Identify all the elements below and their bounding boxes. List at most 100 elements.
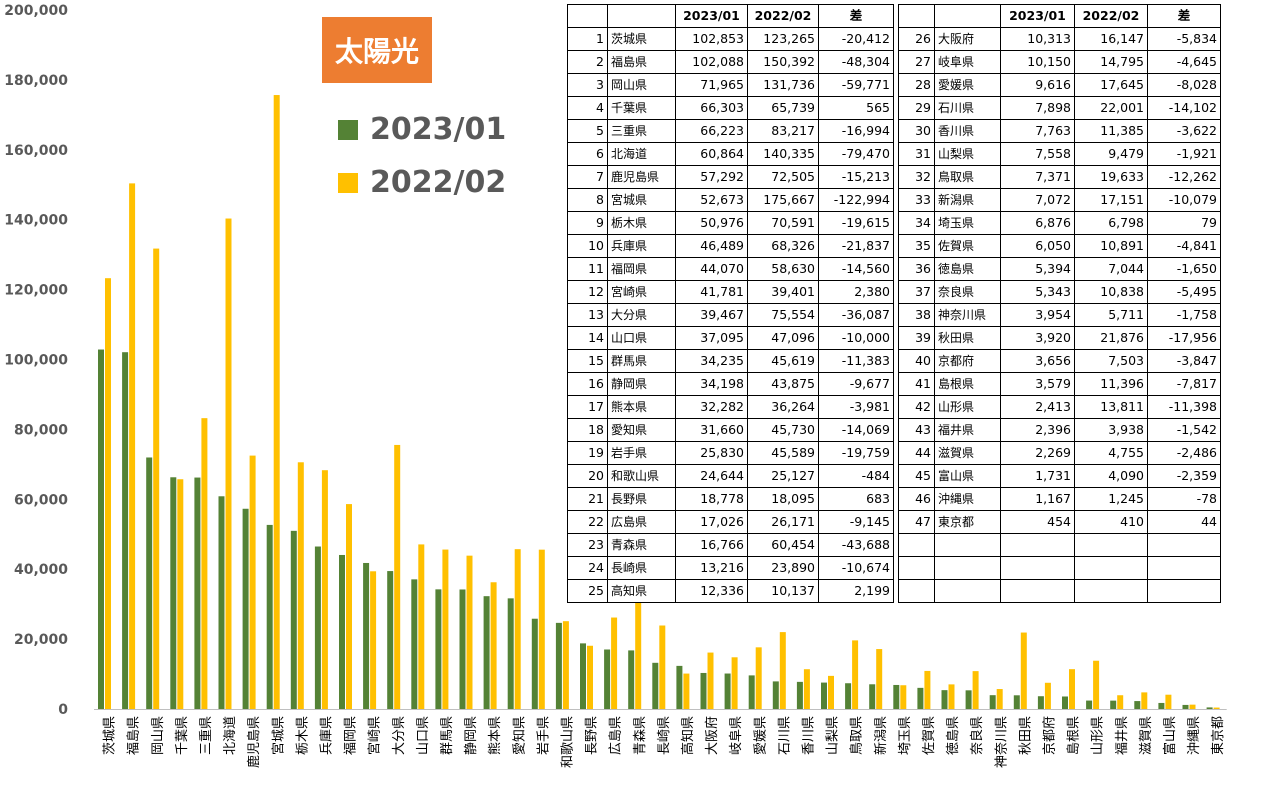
bar-2022-02	[129, 183, 136, 710]
prefecture-cell: 和歌山県	[607, 464, 676, 488]
value-2022-02-cell: 22,001	[1074, 96, 1148, 120]
x-tick-label: 栃木県	[295, 716, 310, 755]
table-row	[898, 533, 1221, 557]
diff-cell: -2,486	[1147, 441, 1221, 465]
value-2023-01-cell: 18,778	[675, 487, 748, 511]
prefecture-cell: 長崎県	[607, 556, 676, 580]
rank-cell: 36	[898, 257, 935, 281]
x-tick-label: 和歌山県	[560, 716, 575, 768]
value-2023-01-cell: 16,766	[675, 533, 748, 557]
diff-cell	[1147, 533, 1221, 557]
table-row: 7 鹿児島県 57,292 72,505 -15,213	[567, 165, 894, 189]
diff-cell: -14,560	[818, 257, 894, 281]
chart-title: 太陽光	[322, 17, 432, 83]
value-2023-01-cell: 7,371	[1000, 165, 1075, 189]
legend-item-2023-01: 2023/01	[338, 112, 506, 147]
bar-2023-01	[363, 562, 370, 709]
x-tick-label: 福井県	[1115, 716, 1130, 755]
bar-2022-02	[852, 640, 859, 709]
value-2022-02-cell: 25,127	[747, 464, 819, 488]
bar-2023-01	[194, 477, 201, 709]
x-tick-label: 千葉県	[175, 716, 190, 755]
value-2023-01-cell: 50,976	[675, 211, 748, 235]
bar-2022-02	[587, 645, 593, 709]
legend-swatch-2023-01	[338, 119, 358, 140]
bar-2023-01	[1062, 696, 1068, 709]
value-2022-02-cell: 410	[1074, 510, 1148, 534]
bar-2022-02	[273, 95, 280, 710]
data-table-left: 2023/01 2022/02 差 1 茨城県 102,853 123,265 -20,412…	[567, 4, 894, 603]
value-2023-01-cell: 17,026	[675, 510, 748, 534]
value-2022-02-cell: 4,090	[1074, 464, 1148, 488]
diff-cell: 44	[1147, 510, 1221, 534]
table-row: 12 宮崎県 41,781 39,401 2,380	[567, 280, 894, 304]
prefecture-cell: 岡山県	[607, 73, 676, 97]
diff-cell: -5,834	[1147, 27, 1221, 51]
prefecture-cell: 新潟県	[934, 188, 1001, 212]
x-tick-label: 鹿児島県	[246, 716, 262, 768]
value-2023-01-cell: 52,673	[675, 188, 748, 212]
x-tick-label: 島根県	[1067, 716, 1082, 755]
value-2022-02-cell: 75,554	[747, 303, 819, 327]
bar-2022-02	[731, 657, 738, 709]
bar-2023-01	[1134, 701, 1141, 709]
bar-2023-01	[218, 496, 225, 709]
prefecture-cell: 沖縄県	[934, 487, 1001, 511]
prefecture-cell: 島根県	[934, 372, 1001, 396]
prefecture-cell: 徳島県	[934, 257, 1001, 281]
y-tick-label: 100,000	[4, 353, 68, 369]
table-row: 30 香川県 7,763 11,385 -3,622	[898, 119, 1221, 143]
x-tick-label: 東京都	[1210, 716, 1226, 755]
x-tick-label: 滋賀県	[1139, 716, 1154, 755]
rank-cell	[898, 556, 935, 580]
bar-2023-01	[628, 650, 635, 709]
value-2023-01-cell: 1,167	[1000, 487, 1075, 511]
x-axis: 茨城県 福島県 岡山県 千葉県 三重県 北海道 鹿児島県 宮城県 栃木県 兵庫県 福岡県 宮崎県 大分県…	[103, 716, 1227, 768]
bar-2023-01	[917, 687, 924, 709]
table-row: 18 愛知県 31,660 45,730 -14,069	[567, 418, 894, 442]
rank-cell: 10	[567, 234, 608, 258]
diff-cell: -2,359	[1147, 464, 1221, 488]
value-2022-02-cell: 83,217	[747, 119, 819, 143]
prefecture-cell: 北海道	[607, 142, 676, 166]
diff-cell: -19,759	[818, 441, 894, 465]
table-header-cell: 差	[818, 4, 894, 28]
value-2023-01-cell: 57,292	[675, 165, 748, 189]
legend-label-2022-02: 2022/02	[370, 165, 507, 200]
bar-2023-01	[1158, 702, 1165, 709]
value-2023-01-cell: 7,558	[1000, 142, 1075, 166]
diff-cell: -43,688	[818, 533, 894, 557]
bar-2022-02	[201, 418, 208, 709]
bar-2023-01	[1037, 696, 1044, 709]
legend-item-2022-02: 2022/02	[338, 165, 506, 200]
x-tick-label: 高知県	[680, 716, 696, 755]
bar-2022-02	[370, 571, 377, 709]
bar-2022-02	[466, 555, 473, 709]
value-2023-01-cell: 34,198	[675, 372, 748, 396]
x-tick-label: 青森県	[633, 716, 648, 755]
rank-cell: 7	[567, 165, 608, 189]
table-row: 42 山形県 2,413 13,811 -11,398	[898, 395, 1221, 419]
rank-cell: 43	[898, 418, 935, 442]
prefecture-cell: 三重県	[607, 119, 676, 143]
bar-2023-01	[459, 589, 466, 709]
value-2023-01-cell: 3,954	[1000, 303, 1075, 327]
bar-2023-01	[314, 546, 321, 709]
rank-cell: 45	[898, 464, 935, 488]
bar-2022-02	[153, 248, 160, 709]
y-tick-label: 180,000	[4, 73, 68, 89]
bar-2023-01	[869, 684, 876, 709]
bar-2022-02	[346, 504, 352, 709]
value-2022-02-cell: 4,755	[1074, 441, 1148, 465]
table-row: 44 滋賀県 2,269 4,755 -2,486	[898, 441, 1221, 465]
bar-2022-02	[707, 652, 714, 709]
rank-cell: 23	[567, 533, 608, 557]
table-header-row: 2023/01 2022/02 差	[567, 4, 894, 28]
diff-cell: -4,645	[1147, 50, 1221, 74]
diff-cell: -36,087	[818, 303, 894, 327]
value-2023-01-cell	[1000, 556, 1075, 580]
diff-cell: -10,079	[1147, 188, 1221, 212]
rank-cell: 8	[567, 188, 608, 212]
value-2023-01-cell: 66,303	[675, 96, 748, 120]
value-2022-02-cell: 19,633	[1074, 165, 1148, 189]
